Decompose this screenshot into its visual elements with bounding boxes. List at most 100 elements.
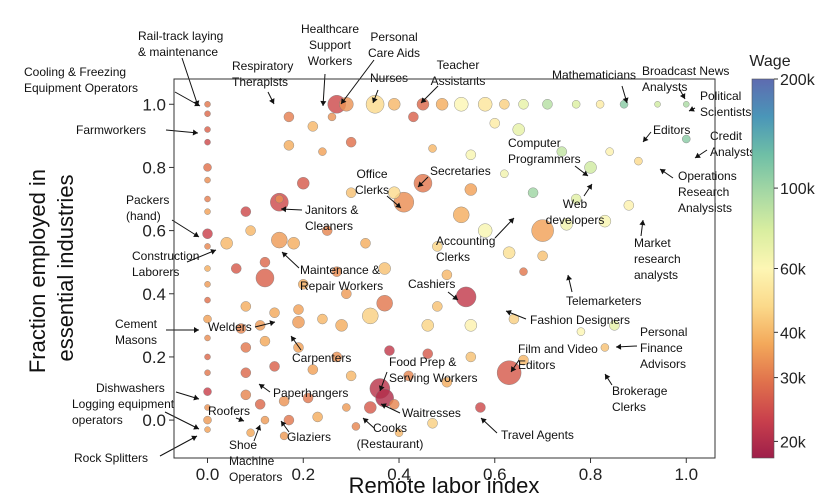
annotation-arrow-head	[259, 384, 265, 390]
annotation-arrow-head	[193, 231, 199, 237]
scatter-point	[240, 342, 252, 353]
colorbar-title: Wage	[749, 53, 790, 70]
annotation-label: Waitresses	[402, 406, 461, 420]
scatter-point	[203, 314, 212, 324]
scatter-point	[231, 263, 242, 274]
annotation-line: Clerks	[355, 183, 389, 197]
scatter-point	[203, 387, 212, 396]
annotation-arrow-line	[159, 435, 198, 457]
annotation-operations: Operations Research Analysists	[659, 168, 737, 215]
annotation-line: Analysists	[678, 201, 732, 215]
annotation-line: Rail-track laying	[138, 29, 223, 43]
scatter-point	[378, 262, 391, 275]
annotation-arrow-head	[511, 366, 517, 372]
scatter-point	[527, 187, 539, 198]
annotation-arrow-head	[616, 343, 622, 350]
scatter-point	[432, 241, 443, 252]
colorbar-tick-label: 200k	[780, 72, 816, 89]
scatter-point	[203, 163, 212, 172]
scatter-point	[269, 307, 280, 318]
annotation-arrow-head	[371, 97, 378, 103]
scatter-point	[408, 111, 419, 123]
scatter-point	[279, 431, 289, 441]
annotation-carpenters: Carpenters	[290, 335, 351, 365]
annotation-line: Rock Splitters	[74, 451, 148, 465]
annotation-line: Packers	[126, 193, 169, 207]
annotation-arrow-line	[340, 59, 375, 105]
scatter-point	[317, 313, 328, 325]
scatter-point	[339, 97, 354, 112]
annotation-market: Market research analysts	[634, 219, 681, 282]
annotation-line: Care Aids	[368, 46, 420, 60]
scatter-point	[682, 134, 691, 144]
scatter-point	[246, 428, 255, 437]
scatter-point	[240, 389, 252, 401]
annotation-line: Dishwashers	[96, 381, 165, 395]
annotation-arrow-head	[643, 136, 649, 142]
annotation-construction: Construction Laborers	[132, 249, 217, 279]
scatter-point	[477, 97, 493, 112]
annotation-welders: Welders	[208, 320, 276, 334]
annotation-label: Food Prep & Serving Workers	[389, 355, 477, 385]
scatter-point	[475, 402, 486, 413]
scatter-point	[283, 414, 295, 426]
annotation-line: Clerks	[612, 400, 646, 414]
annotation-arrow-head	[689, 106, 695, 112]
annotation-accounting: Accounting Clerks	[436, 217, 515, 264]
annotation-label: Web developers	[546, 197, 605, 227]
scatter-point	[204, 426, 211, 433]
scatter-point	[465, 149, 477, 161]
annotation-cashiers: Cashiers	[408, 277, 459, 301]
annotation-label: Janitors & Cleaners	[305, 203, 358, 233]
scatter-point	[477, 223, 493, 238]
annotation-arrow-head	[320, 100, 327, 106]
scatter-point	[331, 351, 342, 363]
scatter-point	[454, 97, 469, 112]
annotation-line: Advisors	[640, 357, 686, 371]
scatter-point	[595, 100, 605, 109]
annotation-label: Welders	[208, 320, 252, 334]
annotation-line: Waitresses	[402, 406, 461, 420]
annotation-label: Brokerage Clerks	[612, 384, 668, 414]
scatter-point	[307, 121, 319, 132]
annotation-arrow-line	[171, 219, 200, 238]
scatter-point	[388, 98, 401, 111]
annotation-line: Roofers	[208, 404, 250, 418]
annotation-label: Cement Masons	[115, 317, 158, 347]
annotation-web: Web developers	[546, 183, 605, 227]
scatter-point	[204, 138, 211, 146]
scatter-point	[428, 144, 437, 153]
annotation-line: analysts	[634, 268, 678, 282]
annotation-label: Accounting Clerks	[436, 234, 495, 264]
scatter-point	[203, 415, 212, 425]
scatter-point	[499, 99, 510, 110]
scatter-point	[297, 177, 310, 190]
annotation-line: Logging equipment	[72, 397, 175, 411]
y-tick-label: 0.2	[142, 348, 166, 367]
scatter-point	[394, 428, 404, 437]
scatter-point	[388, 186, 401, 199]
annotation-label: Cooling & Freezing Equipment Operators	[24, 65, 138, 95]
scatter-point	[204, 176, 211, 184]
annotation-line: Glaziers	[287, 430, 331, 444]
scatter-point	[342, 403, 351, 412]
scatter-point	[365, 95, 385, 114]
colorbar-tick-label: 100k	[780, 181, 816, 198]
scatter-point	[502, 246, 516, 259]
scatter-point	[255, 268, 275, 288]
annotation-line: Operators	[229, 470, 282, 484]
annotation-arrow-head	[194, 100, 200, 107]
scatter-point	[302, 392, 314, 404]
annotation-line: (Restaurant)	[357, 437, 424, 451]
annotation-teacher: Teacher Assistants	[420, 58, 485, 104]
annotation-line: research	[634, 252, 681, 266]
y-tick-label: 1.0	[142, 95, 166, 114]
scatter-point	[605, 147, 614, 156]
annotation-line: Web	[563, 197, 588, 211]
annotation-broadcast: Broadcast News Analysts	[642, 64, 729, 100]
scatter-point	[204, 101, 211, 108]
annotation-line: Machine	[229, 454, 275, 468]
scatter-point	[464, 183, 478, 196]
scatter-point	[542, 99, 553, 110]
annotation-label: Computer Programmers	[508, 136, 581, 166]
